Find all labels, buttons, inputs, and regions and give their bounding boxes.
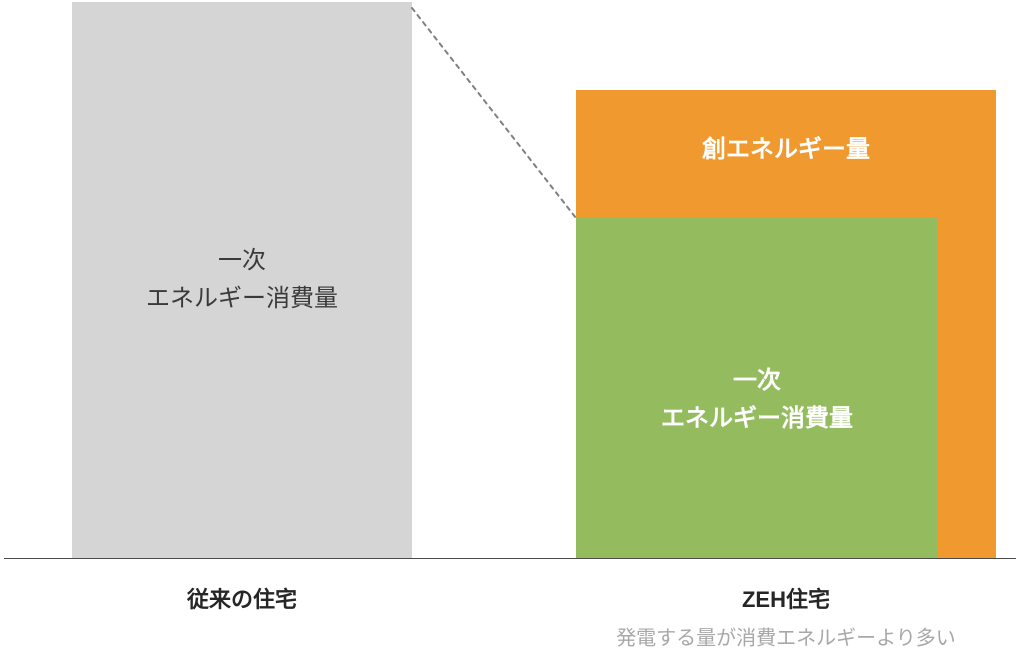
zeh-generation-label: 創エネルギー量 [702,131,870,169]
conventional-bar-label-line1: 一次 [218,242,266,280]
zeh-consumption-label-line2: エネルギー消費量 [661,400,853,438]
diagram-stage: 一次 エネルギー消費量 創エネルギー量 一次 エネルギー消費量 従来の住宅 ZE… [0,0,1020,666]
zeh-consumption-label-line1: 一次 [733,362,781,400]
baseline-rule [4,558,1016,559]
zeh-consumption-bar: 一次 エネルギー消費量 [576,218,938,558]
caption-zeh: ZEH住宅 [276,582,1020,614]
caption-zeh-subtitle: 発電する量が消費エネルギーより多い [276,622,1020,651]
conventional-bar: 一次 エネルギー消費量 [72,2,412,558]
conventional-bar-label-line2: エネルギー消費量 [146,280,338,318]
